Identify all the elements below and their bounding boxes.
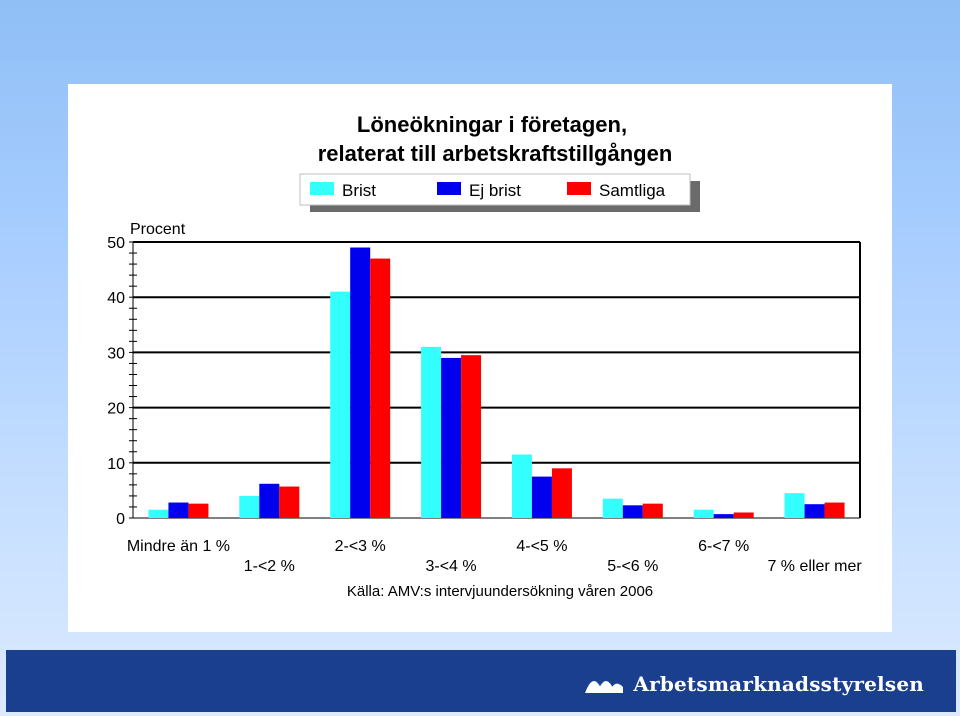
bar-1-2 — [239, 495, 260, 518]
legend-label-2: Ej brist — [469, 181, 521, 200]
bar-2-7 — [713, 514, 734, 518]
x-axis-labels: Mindre än 1 % 1-<2 % 2-<3 % 3-<4 % 4-<5 % 5-<… — [127, 538, 863, 575]
y-tick-label-1: 10 — [107, 456, 125, 473]
y-axis-ticks: 0 10 20 30 40 50 — [107, 235, 137, 528]
x-tick-label-6: 5-<6 % — [607, 558, 658, 575]
x-tick-label-3: 2-<3 % — [335, 538, 386, 555]
x-tick-label-8: 7 % eller mer — [767, 558, 862, 575]
bar-2-5 — [531, 476, 552, 518]
footer-band: Arbetsmarknadsstyrelsen — [6, 650, 956, 712]
bar-1-1 — [148, 509, 169, 518]
bar-1-6 — [602, 498, 623, 518]
bar-3-5 — [551, 468, 572, 518]
y-tick-label-5: 50 — [107, 235, 125, 252]
wave-logo-icon — [585, 681, 624, 693]
legend-box — [299, 173, 691, 206]
legend-swatch-1 — [310, 182, 334, 195]
bar-1-4 — [421, 346, 442, 518]
legend: Brist Ej brist Samtliga — [310, 181, 666, 200]
bar-2-8 — [804, 504, 825, 518]
bar-2-4 — [441, 357, 462, 518]
bar-3-2 — [279, 486, 300, 518]
bar-1-8 — [784, 493, 805, 518]
gridlines — [132, 241, 861, 519]
y-axis-label: Procent — [130, 221, 186, 238]
bar-3-8 — [824, 502, 845, 518]
legend-swatch-2 — [437, 182, 461, 195]
x-tick-label-2: 1-<2 % — [244, 558, 295, 575]
bar-2-2 — [259, 483, 280, 518]
bar-3-3 — [370, 258, 391, 518]
y-tick-label-4: 40 — [107, 290, 125, 307]
legend-label-1: Brist — [342, 181, 376, 200]
bar-1-3 — [330, 291, 351, 518]
bar-2-3 — [350, 247, 371, 518]
bar-3-1 — [188, 503, 209, 518]
x-tick-label-1: Mindre än 1 % — [127, 538, 230, 555]
logo: Arbetsmarknadsstyrelsen — [583, 672, 924, 696]
bar-2-1 — [168, 502, 189, 518]
bar-2-6 — [622, 505, 643, 518]
bar-1-5 — [511, 454, 532, 518]
legend-label-3: Samtliga — [599, 181, 666, 200]
chart-title: Löneökningar i företagen, — [357, 112, 627, 137]
bar-3-6 — [642, 503, 663, 518]
bar-1-7 — [693, 509, 714, 518]
y-tick-label-2: 20 — [107, 401, 125, 418]
bar-3-7 — [733, 512, 754, 518]
x-tick-label-7: 6-<7 % — [698, 538, 749, 555]
chart-subtitle: relaterat till arbetskraftstillgången — [318, 141, 673, 166]
y-tick-label-0: 0 — [116, 511, 125, 528]
bars — [148, 247, 845, 518]
bar-3-4 — [461, 355, 482, 518]
legend-swatch-3 — [567, 182, 591, 195]
x-tick-label-5: 4-<5 % — [516, 538, 567, 555]
x-tick-label-4: 3-<4 % — [425, 558, 476, 575]
y-tick-label-3: 30 — [107, 345, 125, 362]
logo-text: Arbetsmarknadsstyrelsen — [633, 672, 924, 696]
source-note: Källa: AMV:s intervjuundersökning våren … — [347, 583, 653, 600]
